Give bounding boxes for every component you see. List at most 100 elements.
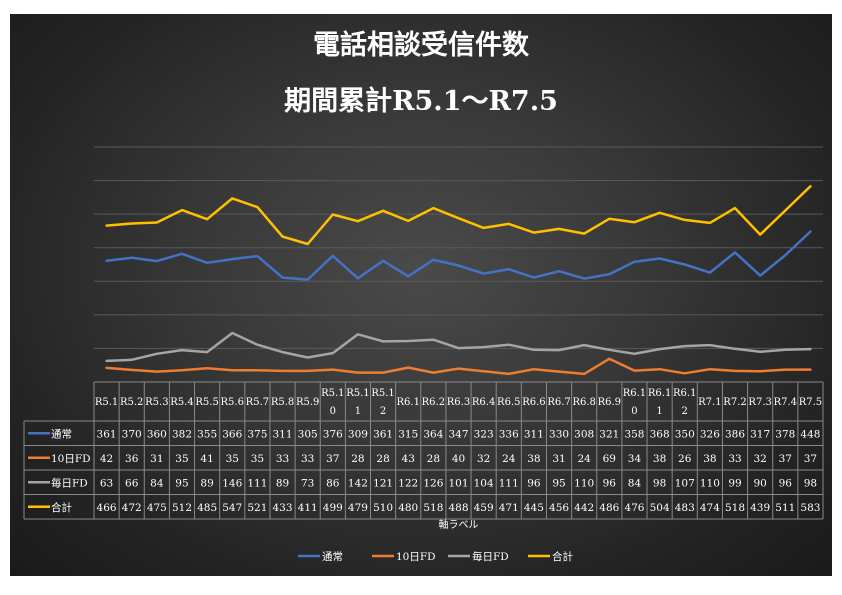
table-cell-value: 95 — [552, 477, 565, 489]
table-cell-value: 323 — [474, 428, 494, 440]
table-cell-value: 28 — [351, 453, 364, 465]
table-cell-value: 445 — [524, 502, 544, 514]
category-label: R5.5 — [195, 397, 218, 408]
table-cell-value: 38 — [703, 453, 716, 465]
table-cell-value: 96 — [527, 477, 541, 489]
chart-title: 電話相談受信件数 — [313, 29, 530, 61]
table-cell-value: 366 — [222, 428, 242, 440]
table-cell-value: 411 — [298, 502, 318, 514]
table-cell-value: 309 — [348, 428, 368, 440]
category-label: R6.7 — [547, 397, 570, 408]
table-cell-value: 336 — [499, 428, 519, 440]
table-cell-value: 110 — [700, 477, 720, 489]
table-cell-value: 370 — [122, 428, 142, 440]
table-cell-value: 33 — [301, 453, 314, 465]
table-cell-value: 26 — [678, 453, 692, 465]
table-cell-value: 28 — [427, 453, 440, 465]
table-cell-value: 305 — [298, 428, 318, 440]
category-label: R6.5 — [497, 397, 520, 408]
category-label: R5.1 — [95, 397, 118, 408]
table-cell-value: 480 — [398, 502, 418, 514]
table-cell-value: 41 — [200, 453, 213, 465]
table-cell-value: 126 — [423, 477, 443, 489]
table-cell-value: 448 — [800, 428, 820, 440]
category-label: R5.9 — [296, 397, 319, 408]
table-cell-value: 40 — [452, 453, 465, 465]
table-cell-value: 326 — [700, 428, 720, 440]
category-label: R7.5 — [799, 397, 822, 408]
table-cell-value: 355 — [197, 428, 217, 440]
table-cell-value: 38 — [527, 453, 540, 465]
table-cell-value: 518 — [423, 502, 443, 514]
table-cell-value: 518 — [725, 502, 745, 514]
table-cell-value: 317 — [750, 428, 770, 440]
table-cell-value: 38 — [653, 453, 666, 465]
table-cell-value: 34 — [628, 453, 642, 465]
category-label: R5.3 — [145, 397, 168, 408]
category-label: R5.4 — [170, 397, 193, 408]
chart-subtitle: 期間累計R5.1～R7.5 — [284, 85, 558, 117]
table-cell-value: 378 — [775, 428, 795, 440]
table-cell-value: 142 — [348, 477, 368, 489]
table-cell-value: 89 — [200, 477, 213, 489]
table-cell-value: 476 — [624, 502, 644, 514]
table-cell-value: 63 — [100, 477, 113, 489]
table-cell-value: 361 — [97, 428, 117, 440]
category-label: R6.4 — [472, 397, 495, 408]
table-cell-value: 488 — [448, 502, 468, 514]
table-cell-value: 37 — [804, 453, 817, 465]
table-cell-value: 475 — [147, 502, 167, 514]
category-label: R6.9 — [598, 397, 621, 408]
table-cell-value: 375 — [247, 428, 267, 440]
table-cell-value: 35 — [175, 453, 188, 465]
table-cell-value: 69 — [603, 453, 616, 465]
table-cell-value: 101 — [448, 477, 468, 489]
row-legend-label: 通常 — [51, 427, 72, 440]
category-label: R5.8 — [271, 397, 294, 408]
table-cell-value: 479 — [348, 502, 368, 514]
category-label: R5.6 — [221, 397, 244, 408]
table-cell-value: 24 — [578, 453, 592, 465]
table-cell-value: 521 — [247, 502, 267, 514]
table-cell-value: 95 — [175, 477, 188, 489]
table-cell-value: 66 — [125, 477, 139, 489]
table-cell-value: 107 — [675, 477, 695, 489]
table-cell-value: 36 — [125, 453, 139, 465]
table-cell-value: 311 — [273, 428, 293, 440]
table-cell-value: 442 — [574, 502, 594, 514]
row-legend-label: 10日FD — [51, 453, 91, 465]
category-label: R7.1 — [698, 397, 721, 408]
category-label: R5.1 0 — [321, 388, 344, 417]
table-cell-value: 361 — [373, 428, 393, 440]
table-cell-value: 376 — [323, 428, 343, 440]
table-cell-value: 315 — [398, 428, 418, 440]
legend-label: 通常 — [322, 550, 343, 563]
table-cell-value: 321 — [599, 428, 619, 440]
table-cell-value: 350 — [675, 428, 695, 440]
category-label: R6.1 — [397, 397, 420, 408]
table-cell-value: 37 — [326, 453, 339, 465]
table-cell-value: 499 — [323, 502, 343, 514]
table-cell-value: 583 — [800, 502, 820, 514]
table-cell-value: 486 — [599, 502, 619, 514]
table-cell-value: 104 — [474, 477, 494, 489]
table-cell-value: 474 — [700, 502, 720, 514]
series-line-1 — [105, 357, 812, 376]
table-cell-value: 358 — [624, 428, 644, 440]
table-cell-value: 31 — [552, 453, 565, 465]
category-label: R5.7 — [246, 397, 269, 408]
category-label: R7.2 — [723, 397, 746, 408]
table-cell-value: 330 — [549, 428, 569, 440]
table-cell-value: 510 — [373, 502, 393, 514]
category-label: R6.2 — [422, 397, 445, 408]
table-cell-value: 37 — [779, 453, 792, 465]
table-cell-value: 32 — [753, 453, 766, 465]
table-cell-value: 84 — [628, 477, 642, 489]
table-cell-value: 311 — [524, 428, 544, 440]
table-cell-value: 511 — [775, 502, 795, 514]
legend-label: 合計 — [552, 550, 573, 563]
table-cell-value: 90 — [753, 477, 766, 489]
series-line-0 — [105, 230, 812, 281]
table-cell-value: 382 — [172, 428, 192, 440]
table-cell-value: 28 — [376, 453, 389, 465]
